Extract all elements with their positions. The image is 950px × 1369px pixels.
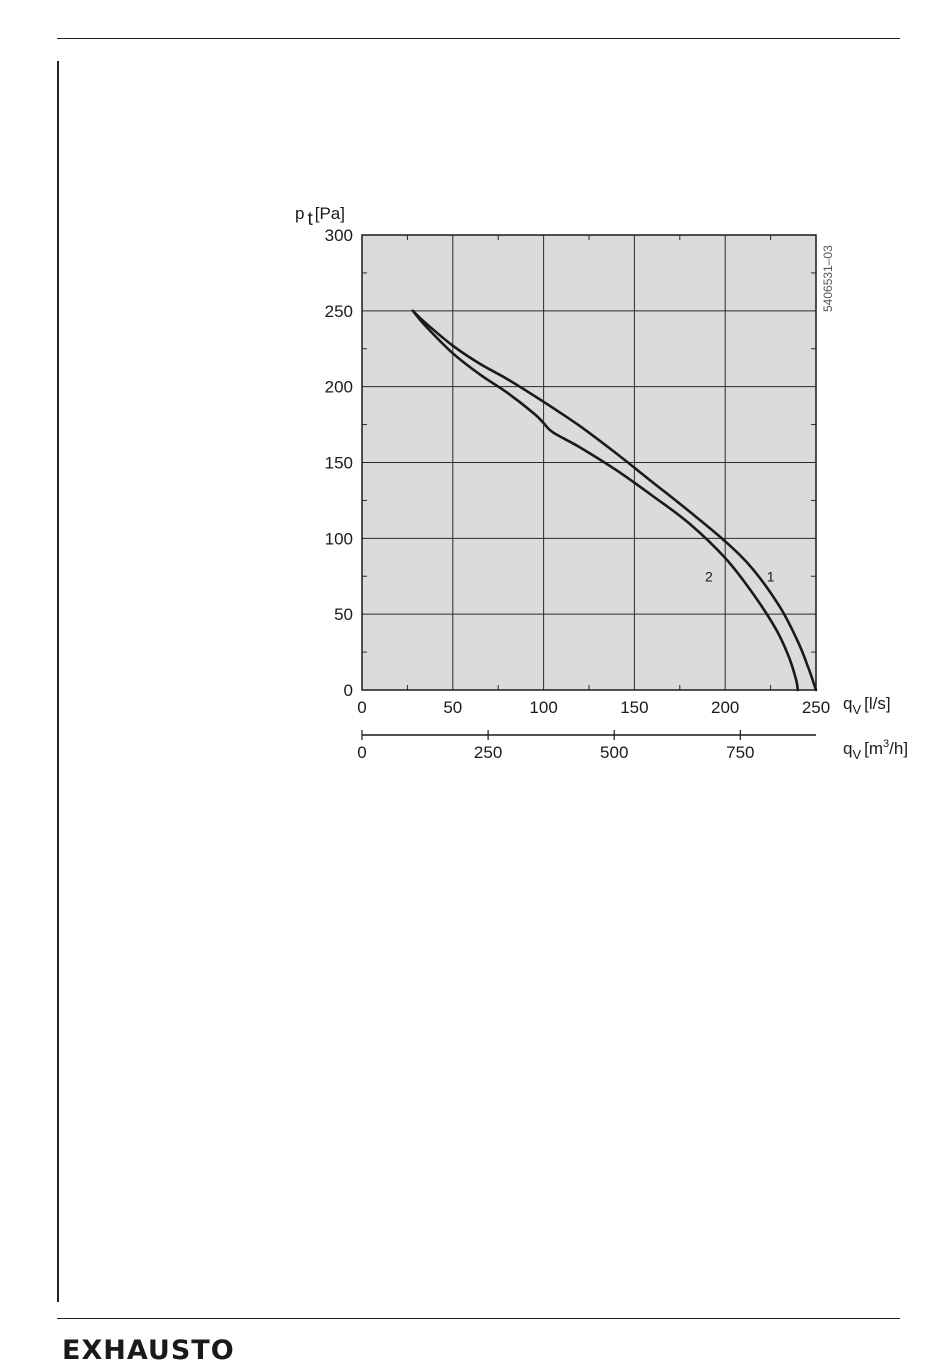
exhausto-logo: EXHAUSTO — [62, 1335, 235, 1366]
header-rule — [57, 38, 900, 39]
x2-axis-label-sub: V — [852, 747, 861, 762]
y-tick-label-6: 300 — [325, 226, 353, 245]
y-axis-label: p t [Pa] — [295, 204, 345, 230]
x-tick-label-1: 50 — [443, 698, 462, 717]
y-axis-label-sub: t — [307, 209, 313, 230]
figure-code: 5406531–03 — [821, 245, 835, 312]
series-curve-2 — [411, 309, 800, 692]
y-tick-label-2: 100 — [325, 529, 353, 548]
x2-tick-label-3: 750 — [726, 743, 754, 762]
x-tick-label-0: 0 — [357, 698, 366, 717]
y-tick-labels: 0 50 100 150 200 250 300 — [325, 226, 353, 700]
x2-axis-label-unit-sup: 3 — [883, 738, 889, 750]
series-label-2: 2 — [705, 568, 713, 584]
x-tick-label-4: 200 — [711, 698, 739, 717]
x-tick-label-5: 250 — [802, 698, 830, 717]
series-label-1: 1 — [767, 568, 775, 584]
x2-axis-label: qV [m3/h] — [843, 738, 908, 762]
footer-rule — [57, 1318, 900, 1319]
x-axis-label: qV [l/s] — [843, 694, 891, 717]
x-axis-label-unit: [l/s] — [864, 694, 890, 713]
x-tick-labels: 0 50 100 150 200 250 — [357, 698, 830, 717]
x2-tick-label-0: 0 — [357, 743, 366, 762]
y-tick-label-4: 200 — [325, 378, 353, 397]
y-tick-label-1: 50 — [334, 605, 353, 624]
x-axis-label-sub: V — [852, 702, 861, 717]
x-tick-label-3: 150 — [620, 698, 648, 717]
margin-rule — [57, 61, 59, 1302]
x2-axis-label-main: q — [843, 739, 852, 758]
series-group: 12 — [411, 309, 818, 692]
x-tick-label-2: 100 — [529, 698, 557, 717]
plot-frame — [361, 234, 817, 691]
y-tick-label-5: 250 — [325, 302, 353, 321]
minor-ticks — [362, 235, 816, 690]
y-tick-label-3: 150 — [325, 454, 353, 473]
x-axis-label-main: q — [843, 694, 852, 713]
x2-axis-label-unit-pre: [m — [864, 739, 883, 758]
series-curve-1 — [411, 309, 818, 692]
secondary-x-axis: 0 250 500 750 — [357, 730, 816, 762]
y-axis-label-unit: [Pa] — [315, 204, 345, 223]
y-axis-label-main: p — [295, 204, 304, 223]
y-tick-label-0: 0 — [344, 681, 353, 700]
x2-axis-label-unit-post: /h] — [889, 739, 908, 758]
x2-tick-label-1: 250 — [474, 743, 502, 762]
x2-tick-label-2: 500 — [600, 743, 628, 762]
